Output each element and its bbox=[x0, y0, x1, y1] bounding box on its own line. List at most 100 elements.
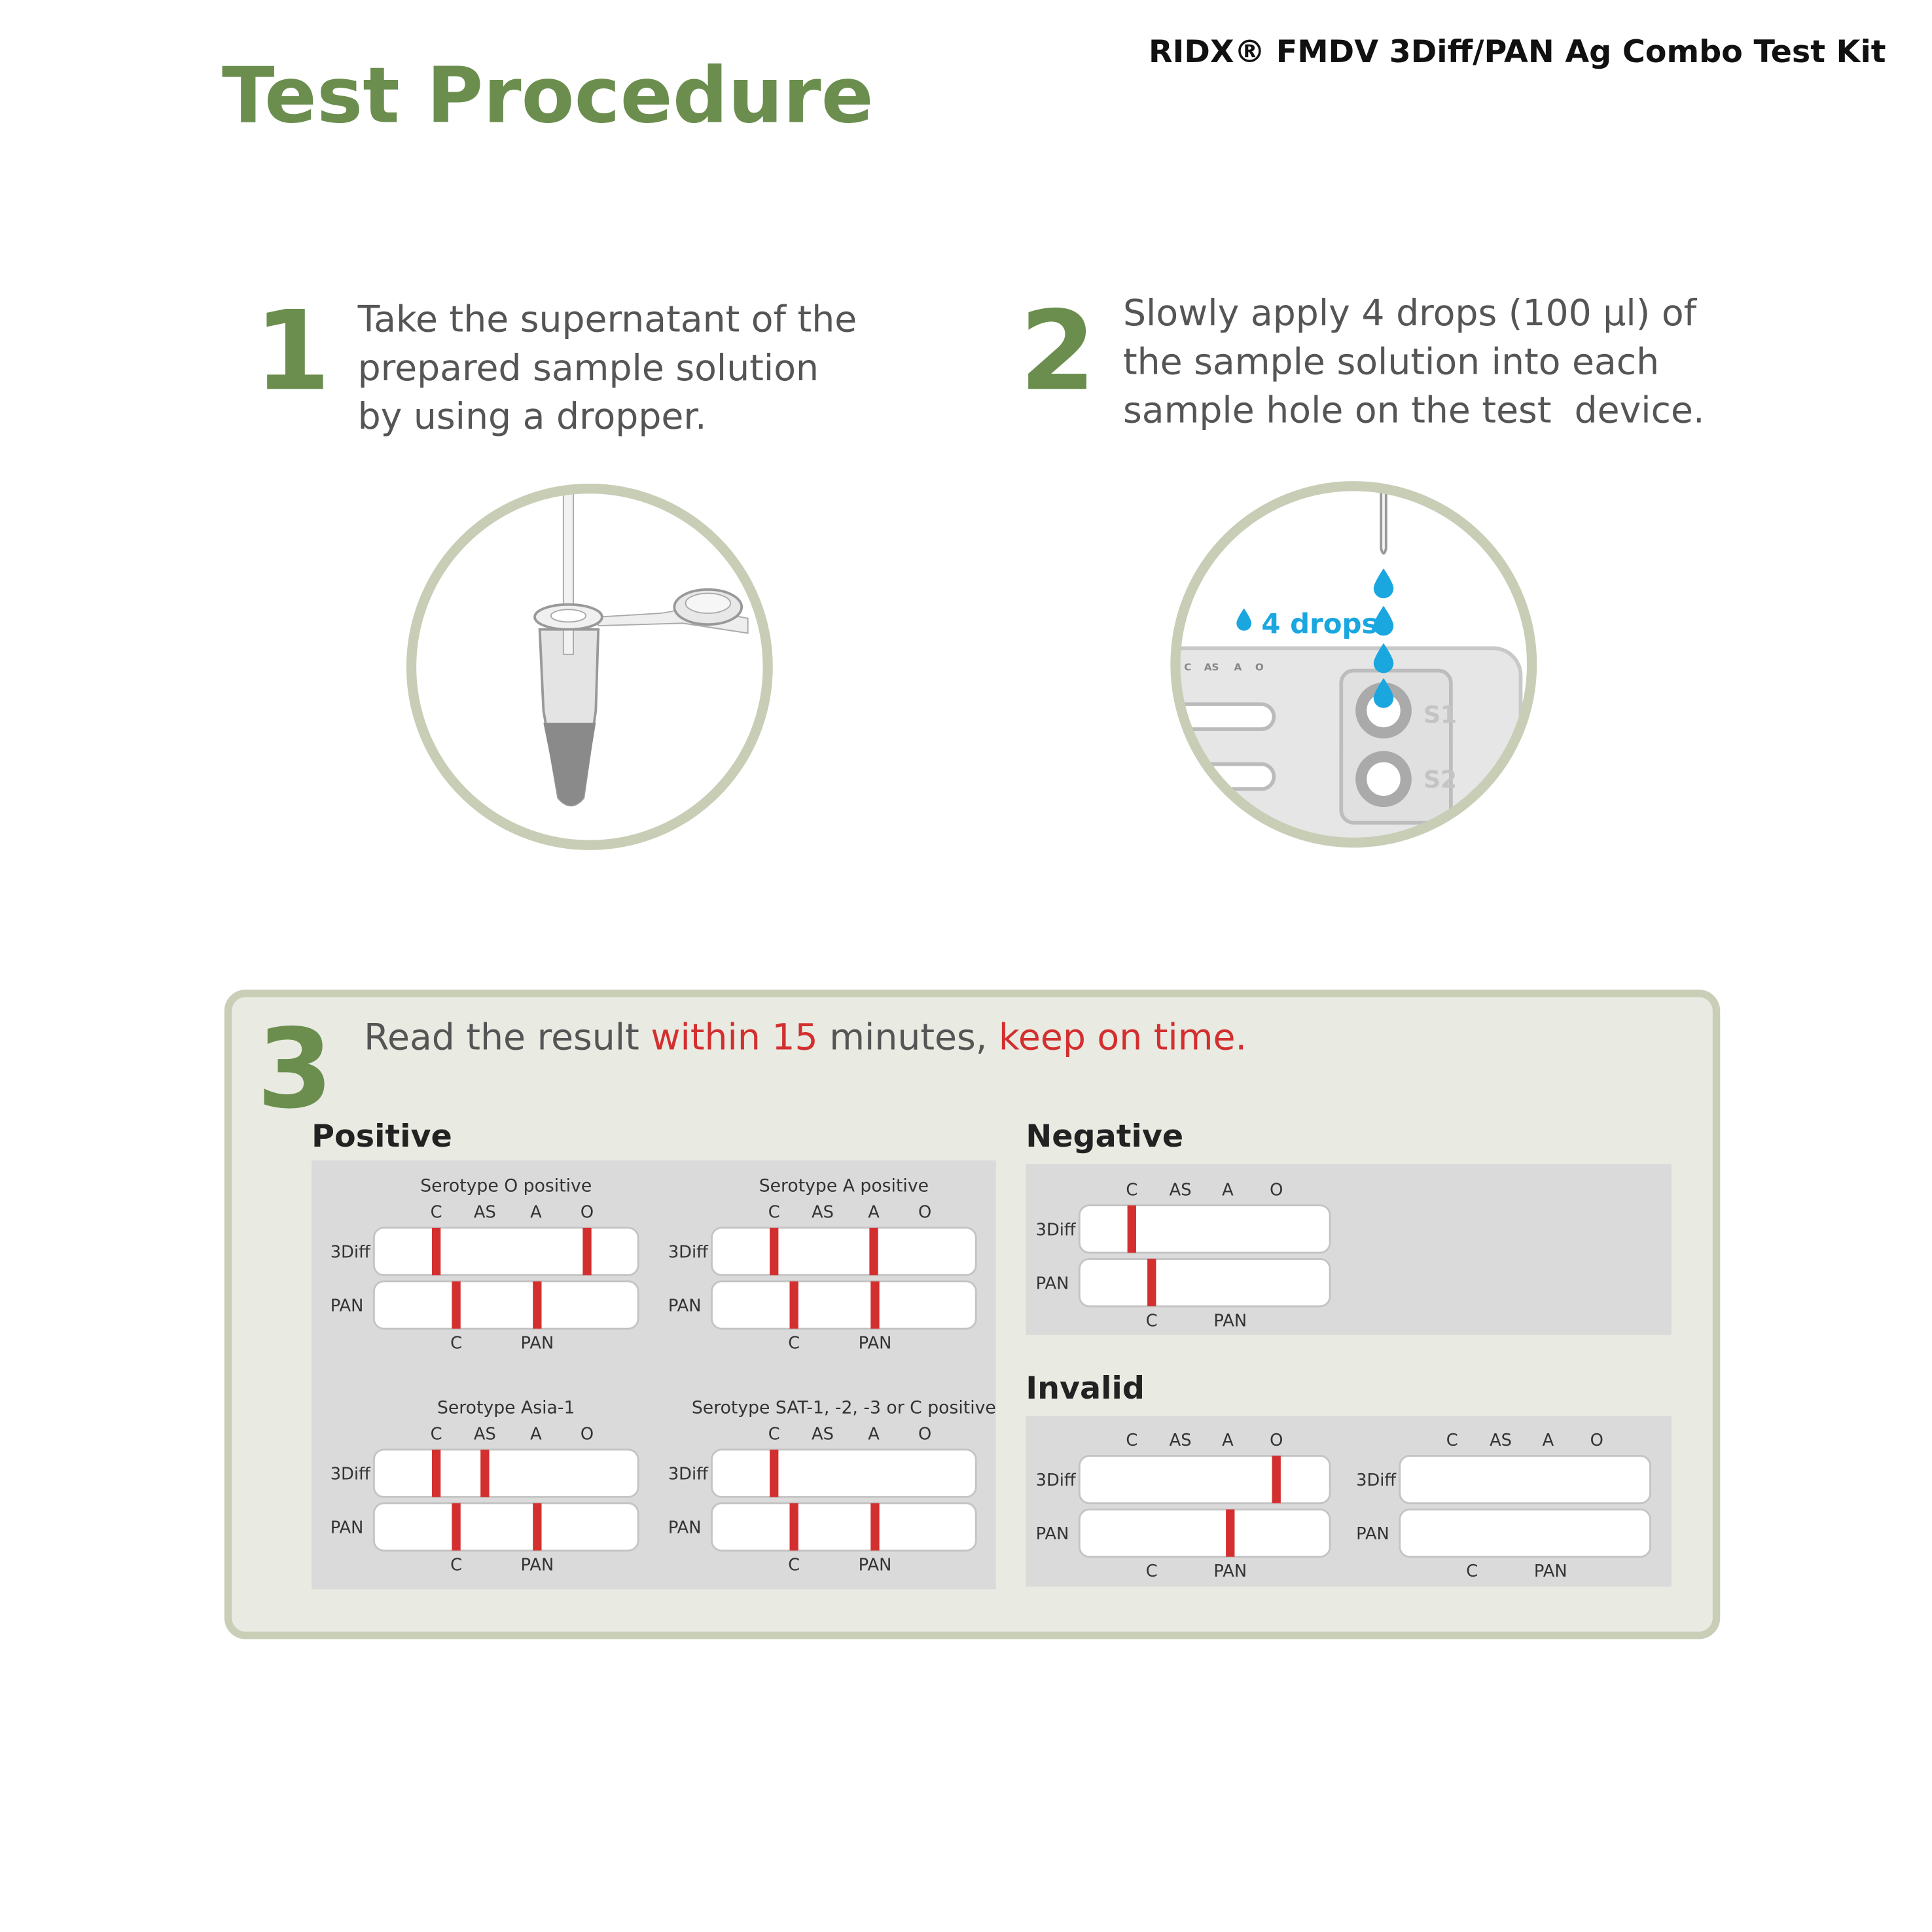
line-label: C bbox=[1126, 1180, 1137, 1200]
row-label: PAN bbox=[331, 1518, 364, 1538]
line-label: C bbox=[788, 1334, 800, 1353]
test-band bbox=[452, 1503, 461, 1551]
illustration-frame bbox=[1170, 481, 1537, 848]
row-label: 3Diff bbox=[1036, 1471, 1077, 1490]
test-band bbox=[770, 1449, 779, 1497]
result-heading: Invalid bbox=[1026, 1370, 1145, 1406]
line-label: A bbox=[868, 1425, 880, 1444]
test-band bbox=[1147, 1259, 1156, 1306]
panel-title: Serotype A positive bbox=[759, 1176, 929, 1196]
test-band bbox=[789, 1281, 798, 1329]
line-label: AS bbox=[812, 1203, 834, 1223]
test-strip bbox=[1078, 1508, 1331, 1558]
row-label: PAN bbox=[668, 1297, 702, 1316]
line-label: A bbox=[1222, 1180, 1234, 1200]
test-strip bbox=[372, 1502, 639, 1552]
line-label: C bbox=[1146, 1562, 1158, 1581]
strip-label: A bbox=[1234, 662, 1242, 673]
test-band bbox=[770, 1227, 779, 1276]
step-instruction: Read the result within 15 minutes, keep … bbox=[364, 1017, 1247, 1059]
line-label: AS bbox=[1170, 1431, 1192, 1450]
test-band bbox=[480, 1449, 490, 1497]
line-label: PAN bbox=[1213, 1311, 1247, 1331]
line-label: C bbox=[431, 1425, 442, 1444]
line-label: AS bbox=[812, 1425, 834, 1444]
test-strip bbox=[372, 1226, 639, 1276]
test-strip bbox=[1078, 1258, 1331, 1308]
strip-label: C bbox=[1184, 662, 1191, 673]
line-label: A bbox=[868, 1203, 880, 1223]
test-band bbox=[870, 1281, 880, 1329]
results: Positive Serotype O positive C AS A O C PAN 3Dif… bbox=[312, 1118, 1672, 1590]
test-strip bbox=[372, 1448, 639, 1498]
test-band bbox=[869, 1227, 878, 1276]
test-band bbox=[431, 1227, 441, 1276]
line-label: A bbox=[530, 1203, 542, 1223]
result-heading: Positive bbox=[312, 1118, 452, 1154]
line-label: AS bbox=[1490, 1431, 1512, 1450]
line-label: O bbox=[1270, 1180, 1283, 1200]
row-label: 3Diff bbox=[331, 1243, 371, 1262]
test-strip bbox=[1399, 1455, 1652, 1505]
test-band bbox=[533, 1503, 542, 1551]
test-strip bbox=[1078, 1204, 1331, 1254]
strip-label: AS bbox=[1204, 662, 1219, 673]
step-number: 2 bbox=[1020, 287, 1096, 415]
strip-label: O bbox=[1255, 662, 1264, 673]
panel-title: Serotype O positive bbox=[420, 1176, 592, 1196]
step-number: 1 bbox=[255, 287, 331, 415]
test-band bbox=[1226, 1509, 1235, 1557]
line-label: O bbox=[1590, 1431, 1603, 1450]
line-label: PAN bbox=[521, 1334, 554, 1353]
line-label: C bbox=[788, 1556, 800, 1575]
row-label: PAN bbox=[1036, 1524, 1069, 1544]
line-label: O bbox=[918, 1425, 931, 1444]
test-band bbox=[533, 1281, 542, 1329]
line-label: C bbox=[1146, 1311, 1158, 1331]
line-label: C bbox=[450, 1556, 462, 1575]
line-label: AS bbox=[474, 1203, 496, 1223]
line-label: PAN bbox=[1213, 1562, 1247, 1581]
test-band bbox=[431, 1449, 441, 1497]
test-band bbox=[789, 1503, 798, 1551]
test-band bbox=[1127, 1205, 1136, 1253]
instruction-segment: within 15 bbox=[651, 1017, 817, 1059]
tube-illustration bbox=[414, 491, 766, 843]
row-label: PAN bbox=[668, 1518, 702, 1538]
test-strip bbox=[1078, 1455, 1331, 1505]
row-label: 3Diff bbox=[1036, 1220, 1077, 1240]
test-band bbox=[1272, 1456, 1281, 1503]
line-label: O bbox=[918, 1203, 931, 1223]
line-label: C bbox=[1466, 1562, 1478, 1581]
row-label: PAN bbox=[1036, 1274, 1069, 1293]
illustration-frame bbox=[406, 483, 773, 850]
line-label: A bbox=[1222, 1431, 1234, 1450]
row-label: 3Diff bbox=[668, 1465, 709, 1484]
row-label: 3Diff bbox=[1356, 1471, 1397, 1490]
line-label: C bbox=[768, 1425, 780, 1444]
test-band bbox=[582, 1227, 592, 1276]
row-label: 3Diff bbox=[331, 1465, 371, 1484]
step-text: the sample solution into each bbox=[1123, 341, 1659, 383]
line-label: PAN bbox=[521, 1556, 554, 1575]
step-text: by using a dropper. bbox=[358, 396, 707, 438]
test-strip bbox=[711, 1280, 977, 1330]
hole-label: S1 bbox=[1423, 701, 1457, 729]
test-strip bbox=[711, 1226, 977, 1276]
line-label: A bbox=[1543, 1431, 1554, 1450]
row-label: PAN bbox=[331, 1297, 364, 1316]
test-strip bbox=[711, 1502, 977, 1552]
line-label: O bbox=[581, 1425, 594, 1444]
line-label: C bbox=[1446, 1431, 1458, 1450]
step-number: 3 bbox=[257, 1005, 333, 1133]
test-band bbox=[452, 1281, 461, 1329]
line-label: O bbox=[581, 1203, 594, 1223]
row-label: 3Diff bbox=[668, 1243, 709, 1262]
step-text: sample hole on the test device. bbox=[1123, 390, 1705, 432]
instruction-segment: Read the result bbox=[364, 1017, 651, 1059]
line-label: AS bbox=[474, 1425, 496, 1444]
line-label: AS bbox=[1170, 1180, 1192, 1200]
panel-title: Serotype Asia-1 bbox=[437, 1398, 575, 1418]
page-title: Test Procedure bbox=[222, 50, 874, 141]
